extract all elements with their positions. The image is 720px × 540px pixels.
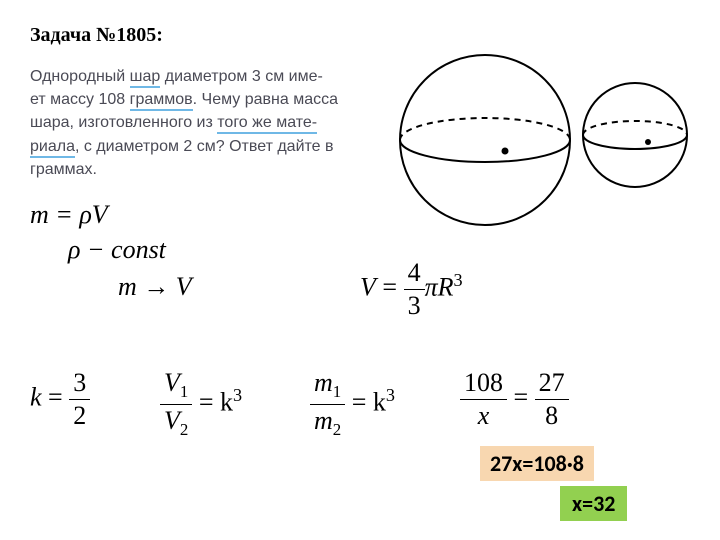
t1: Однородный [30,68,130,85]
u2: граммов [130,91,193,111]
R: R [438,272,454,301]
big-sphere [400,55,570,225]
exp: 3 [233,385,242,405]
eq: = [376,272,404,301]
eq: = k [345,388,386,417]
formula-m-to-V: m → V [118,272,192,302]
exp3: 3 [453,270,462,290]
frac-3-2: 32 [69,370,90,429]
pi: π [425,272,438,301]
formula-solve: 108 x = 27 8 [460,370,569,429]
formula-volume: V = 43πR3 [360,260,463,319]
formula-k: k = 32 [30,370,90,429]
spheres-svg [390,45,690,235]
u4: риала [30,138,75,158]
small-center-dot [645,139,651,145]
frac-4-3: 43 [404,260,425,319]
problem-area: Однородный шар диаметром 3 см име- ет ма… [30,65,690,240]
small-sphere [583,83,687,187]
t2b: . Чему равна масса [193,91,338,108]
formula-m-rhoV: m = ρV [30,200,108,230]
u3: того же мате- [217,114,317,134]
spheres-diagram [390,45,690,240]
t3a: шара, изготовленного из [30,114,217,131]
answer-step: 27х=108·8 [480,450,594,477]
frac-m1-m2: m1 m2 [310,370,345,439]
t1b: диаметром 3 см име- [160,68,323,85]
hl-orange: 27х=108·8 [480,446,594,481]
hl-green: х=32 [560,486,627,521]
frac-27-8: 27 8 [535,370,569,429]
frac-V1-V2: V1 V2 [160,370,192,439]
big-equator-front [400,140,570,162]
u1: шар [130,68,161,88]
formula-rho-const: ρ − const [68,235,166,265]
t5: граммах. [30,161,97,178]
small-equator-front [583,135,687,149]
k: k [30,382,42,411]
big-center-dot [502,148,509,155]
small-equator-back [583,121,687,135]
t4b: , с диаметром 2 см? Ответ дайте в [75,138,334,155]
V: V [360,272,376,301]
formula-volume-ratio: V1 V2 = k3 [160,370,242,439]
eq: = k [192,388,233,417]
eq: = [507,382,535,411]
problem-text: Однородный шар диаметром 3 см име- ет ма… [30,65,350,181]
t2a: ет массу 108 [30,91,130,108]
page-title: Задача №1805: [30,24,690,47]
frac-108-x: 108 x [460,370,507,429]
formula-mass-ratio: m1 m2 = k3 [310,370,395,439]
eq: = [42,382,70,411]
exp: 3 [386,385,395,405]
answer-final: х=32 [560,490,627,517]
big-equator-back [400,118,570,140]
